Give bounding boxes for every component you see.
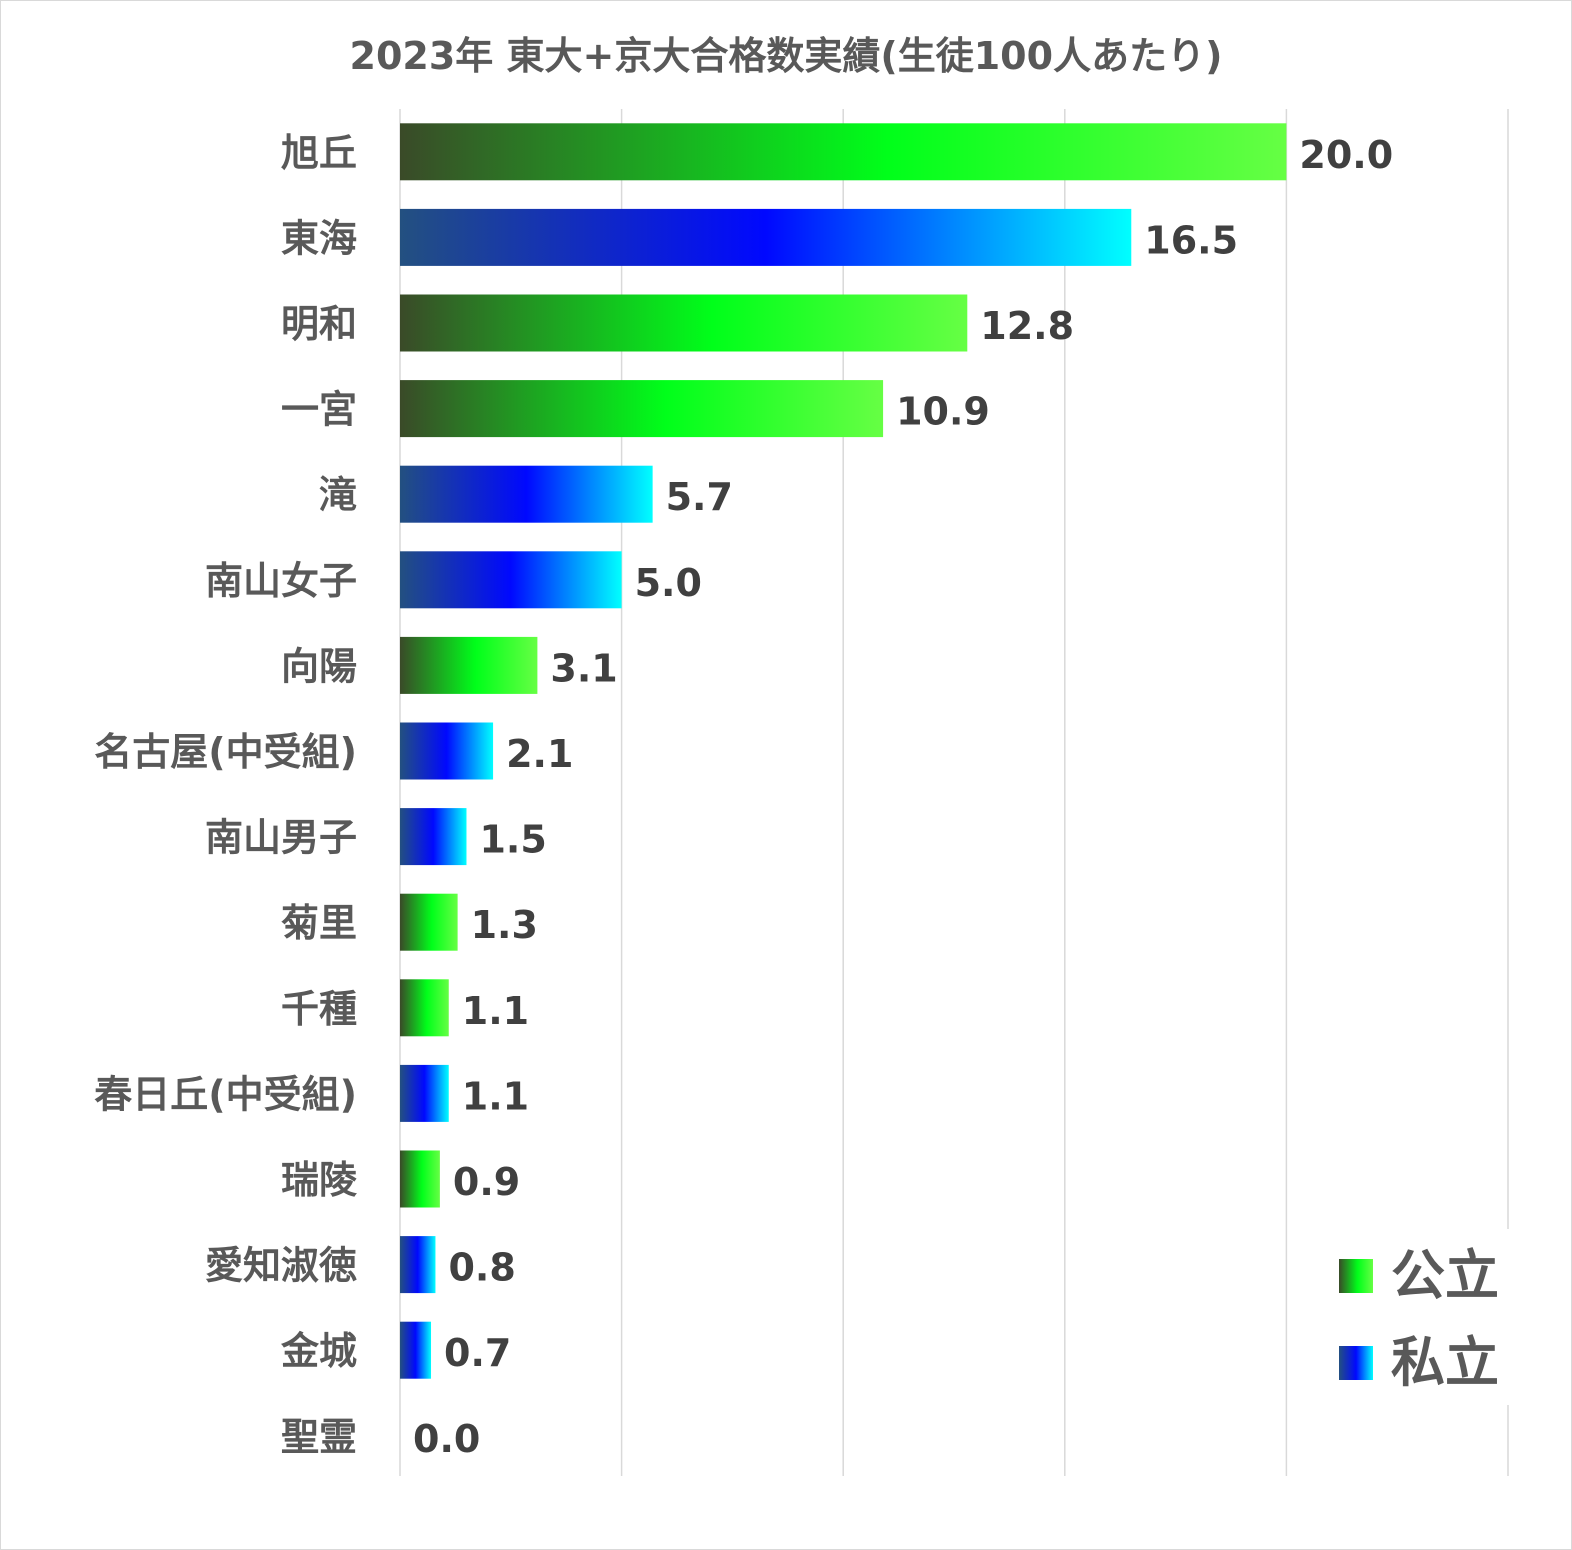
legend: 公立 私立 bbox=[1323, 1229, 1513, 1405]
category-label: 愛知淑徳 bbox=[205, 1244, 357, 1288]
chart-title: 2023年 東大+京大合格数実績(生徒100人あたり) bbox=[350, 34, 1223, 78]
category-label: 名古屋(中受組) bbox=[94, 730, 357, 774]
data-label: 1.1 bbox=[462, 1074, 529, 1118]
bar bbox=[400, 380, 884, 438]
bar bbox=[400, 808, 467, 866]
bar bbox=[400, 893, 458, 951]
data-label: 0.9 bbox=[453, 1160, 520, 1204]
data-label: 12.8 bbox=[980, 304, 1074, 348]
value-labels: 20.0 16.5 12.8 10.9 5.7 5.0 3.1 2.1 1.5 1.3 1.1 1.1… bbox=[413, 133, 1393, 1461]
category-label: 金城 bbox=[280, 1329, 357, 1373]
category-label: 瑞陵 bbox=[281, 1158, 357, 1202]
bar bbox=[400, 979, 449, 1037]
data-label: 5.0 bbox=[635, 561, 702, 605]
bar bbox=[400, 636, 538, 694]
data-label: 1.5 bbox=[479, 818, 546, 862]
bar bbox=[400, 465, 653, 523]
data-label: 0.7 bbox=[444, 1331, 511, 1375]
data-label: 5.7 bbox=[666, 475, 733, 519]
data-label: 10.9 bbox=[896, 390, 990, 434]
category-label: 南山女子 bbox=[205, 559, 357, 603]
bar bbox=[400, 1321, 432, 1379]
data-label: 20.0 bbox=[1299, 133, 1393, 177]
data-label: 0.0 bbox=[413, 1417, 480, 1461]
bar bbox=[400, 123, 1287, 181]
bar bbox=[400, 294, 968, 352]
bar bbox=[400, 1150, 440, 1208]
category-label: 旭丘 bbox=[281, 131, 357, 175]
category-label: 滝 bbox=[319, 473, 357, 517]
data-label: 0.8 bbox=[448, 1246, 515, 1290]
category-label: 東海 bbox=[281, 216, 357, 260]
bar bbox=[400, 1236, 436, 1294]
category-label: 向陽 bbox=[281, 644, 357, 688]
legend-label-private: 私立 bbox=[1391, 1331, 1499, 1394]
category-label: 南山男子 bbox=[205, 816, 357, 860]
bar bbox=[400, 208, 1132, 266]
category-label: 菊里 bbox=[281, 901, 357, 945]
bar bbox=[400, 722, 494, 780]
legend-label-public: 公立 bbox=[1391, 1244, 1499, 1307]
data-label: 3.1 bbox=[550, 646, 617, 690]
data-label: 16.5 bbox=[1144, 218, 1238, 262]
category-label: 聖霊 bbox=[281, 1415, 357, 1459]
category-label: 一宮 bbox=[281, 388, 357, 432]
legend-swatch-private bbox=[1339, 1346, 1373, 1380]
data-label: 2.1 bbox=[506, 732, 573, 776]
bars bbox=[400, 123, 1287, 1379]
category-label: 千種 bbox=[281, 987, 357, 1031]
category-label: 明和 bbox=[281, 302, 357, 346]
data-label: 1.1 bbox=[462, 989, 529, 1033]
data-label: 1.3 bbox=[471, 903, 538, 947]
category-label: 春日丘(中受組) bbox=[94, 1072, 357, 1116]
bar bbox=[400, 551, 622, 609]
bar bbox=[400, 1064, 449, 1122]
legend-swatch-public bbox=[1339, 1259, 1373, 1293]
